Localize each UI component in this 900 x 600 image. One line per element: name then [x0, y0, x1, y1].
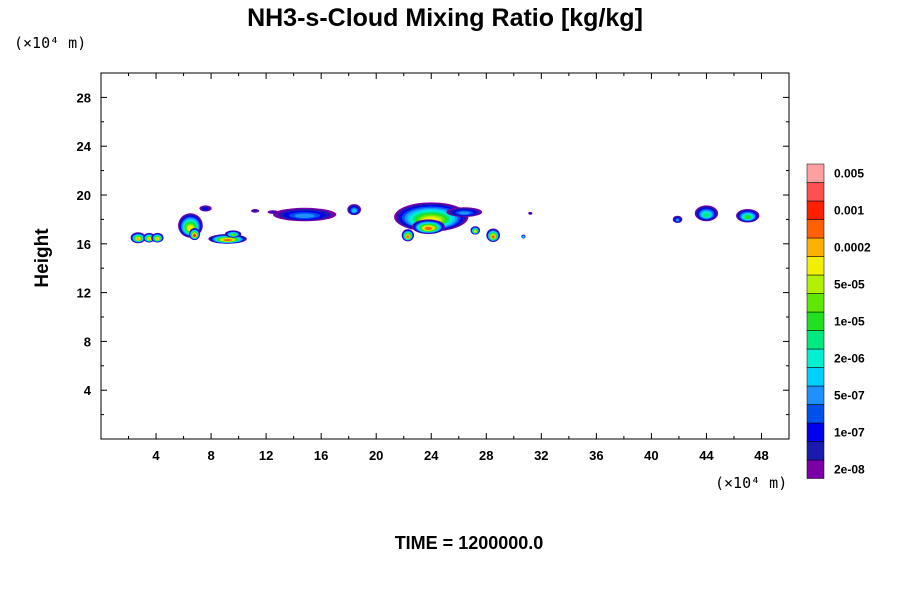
cloud-contour-level: [522, 236, 524, 238]
cloud-cell: [142, 232, 156, 243]
cloud-contour-level: [136, 237, 140, 241]
cloud-contour-level: [744, 215, 751, 219]
colorbar: 2e-08 1e-07 5e-07 2e-06 1e-05 5e-05 0.0002 0.00…: [806, 163, 871, 479]
colorbar-label: 0.005: [834, 166, 864, 180]
cloud-field: [130, 202, 760, 244]
x-tick-label: 20: [369, 448, 383, 463]
x-tick-label: 40: [644, 448, 658, 463]
y-tick-label: 20: [77, 188, 91, 203]
cloud-contour-level: [231, 234, 236, 236]
colorbar-swatch: [806, 219, 825, 239]
y-axis-ticks: 4 8 12 16 20 24 28: [77, 90, 789, 416]
cloud-contour-level: [458, 211, 470, 215]
x-axis-ticks: 4 8 12 16 20 24 28 32 36 40 44 48: [128, 73, 769, 463]
cloud-cell: [411, 219, 445, 235]
cloud-cell: [470, 226, 481, 235]
cloud-contour-level: [147, 237, 151, 240]
colorbar-swatch: [806, 367, 825, 387]
cloud-cell: [347, 204, 362, 216]
colorbar-swatch: [806, 163, 825, 183]
cloud-cell: [224, 230, 242, 238]
colorbar-swatch: [806, 237, 825, 257]
x-tick-label: 16: [314, 448, 328, 463]
colorbar-swatch: [806, 459, 825, 479]
colorbar-swatch: [806, 348, 825, 368]
colorbar-label: 5e-07: [834, 388, 865, 402]
cloud-cell: [267, 210, 279, 214]
cloud-cell: [151, 232, 164, 243]
x-tick-label: 8: [207, 448, 214, 463]
colorbar-label: 5e-05: [834, 277, 865, 291]
y-axis-label: Height: [32, 228, 53, 288]
colorbar-label: 1e-07: [834, 425, 865, 439]
cloud-cell: [199, 205, 212, 212]
colorbar-label: 2e-08: [834, 462, 865, 476]
y-tick-label: 16: [77, 237, 91, 252]
cloud-contour-level: [703, 213, 710, 218]
cloud-cell: [189, 227, 201, 241]
x-tick-label: 48: [754, 448, 768, 463]
colorbar-swatch: [806, 422, 825, 442]
cloud-cell: [672, 215, 683, 224]
colorbar-swatch: [806, 330, 825, 350]
colorbar-swatch: [806, 441, 825, 461]
chart-title: NH3-s-Cloud Mixing Ratio [kg/kg]: [247, 4, 643, 32]
x-tick-label: 28: [479, 448, 493, 463]
cloud-cell: [250, 209, 260, 213]
colorbar-label: 1e-05: [834, 314, 865, 328]
cloud-cell: [401, 229, 415, 242]
cloud-contour-level: [202, 207, 209, 211]
colorbar-label: 0.0002: [834, 240, 871, 254]
colorbar-label: 2e-06: [834, 351, 865, 365]
cloud-contour-level: [676, 218, 680, 222]
y-axis-unit: (×10⁴ m): [14, 34, 86, 52]
x-tick-label: 4: [152, 448, 160, 463]
y-tick-label: 24: [77, 139, 92, 154]
colorbar-swatch: [806, 404, 825, 424]
y-tick-label: 12: [77, 286, 91, 301]
cloud-cell: [528, 211, 533, 215]
cloud-cell: [130, 232, 146, 244]
cloud-cell: [486, 228, 501, 242]
cloud-contour-level: [352, 209, 357, 213]
x-tick-label: 12: [259, 448, 273, 463]
cloud-contour-level: [406, 235, 410, 238]
colorbar-label: 0.001: [834, 203, 864, 217]
x-tick-label: 32: [534, 448, 548, 463]
cloud-contour-level: [269, 211, 277, 214]
x-tick-label: 36: [589, 448, 603, 463]
colorbar-swatch: [806, 274, 825, 294]
colorbar-swatch: [806, 256, 825, 276]
x-tick-label: 24: [424, 448, 439, 463]
y-tick-label: 8: [84, 334, 91, 349]
cloud-contour-level: [294, 213, 315, 219]
cloud-contour-level: [529, 212, 532, 215]
colorbar-swatch: [806, 200, 825, 220]
x-axis-unit: (×10⁴ m): [715, 474, 787, 492]
colorbar-swatch: [806, 182, 825, 202]
cloud-contour-level: [156, 237, 159, 240]
y-tick-label: 4: [84, 383, 92, 398]
cloud-cell: [446, 207, 483, 217]
cloud-cell: [273, 207, 337, 222]
cloud-cell: [694, 205, 719, 222]
colorbar-swatch: [806, 385, 825, 405]
cloud-contour-level: [491, 235, 495, 239]
cloud-cell: [736, 209, 760, 223]
cloud-contour-level: [425, 226, 432, 230]
cloud-contour-level: [193, 234, 196, 237]
plot-frame: [100, 72, 790, 440]
y-tick-label: 28: [77, 90, 91, 105]
time-label: TIME = 1200000.0: [395, 533, 544, 553]
cloud-contour-level: [223, 239, 232, 242]
colorbar-swatch: [806, 311, 825, 331]
colorbar-swatch: [806, 293, 825, 313]
cloud-contour-level: [252, 210, 258, 213]
x-tick-label: 44: [699, 448, 714, 463]
cloud-cell: [521, 234, 526, 239]
cloud-contour-level: [474, 230, 477, 233]
